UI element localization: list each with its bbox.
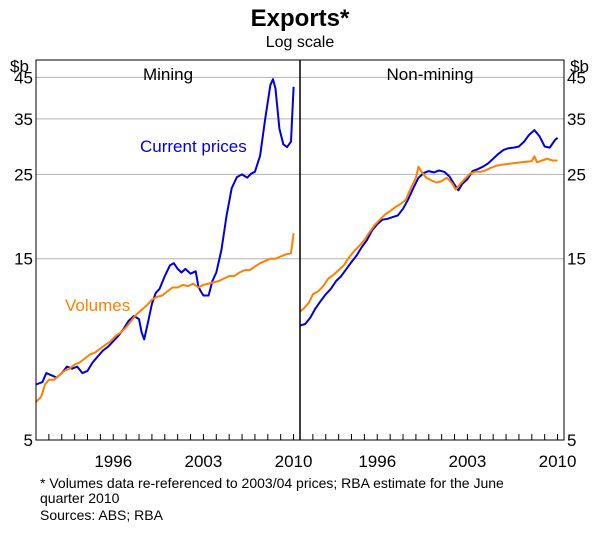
y-tick-label-right-45: 45 [567, 68, 586, 87]
y-tick-label-right-25: 25 [567, 165, 586, 184]
y-unit-left: $b [10, 57, 29, 76]
footnote-line-2: quarter 2010 [40, 490, 120, 506]
series-layer [35, 78, 559, 403]
x-tick-label-2003: 2003 [449, 452, 487, 471]
y-tick-label-left-45: 45 [14, 68, 33, 87]
footnote-line-1: * Volumes data re-referenced to 2003/04 … [40, 475, 504, 491]
x-tick-label-2010: 2010 [539, 452, 577, 471]
panel-title-non-mining: Non-mining [387, 65, 474, 84]
label-volumes: Volumes [65, 296, 130, 315]
axis-ticks: 5 5 15 15 25 25 35 35 45 45 1996 2003 2010 1996 2003 20… [14, 68, 586, 471]
x-tick-label-1996: 1996 [94, 452, 132, 471]
chart-subtitle: Log scale [266, 34, 335, 51]
x-tick-label-2003: 2003 [185, 452, 223, 471]
series-mining-current-prices [35, 78, 295, 386]
y-unit-right: $b [570, 57, 589, 76]
y-tick-label-left-35: 35 [14, 110, 33, 129]
y-tick-label-right-35: 35 [567, 110, 586, 129]
footnote-sources: Sources: ABS; RBA [40, 507, 164, 523]
y-tick-label-right-5: 5 [567, 431, 576, 450]
series-mining-volumes [35, 233, 295, 403]
x-tick-label-2010: 2010 [275, 452, 313, 471]
label-current-prices: Current prices [140, 137, 247, 156]
series-non-mining-current-prices [299, 129, 559, 327]
y-tick-label-left-5: 5 [24, 431, 33, 450]
x-tick-label-1996: 1996 [358, 452, 396, 471]
series-non-mining-volumes [299, 155, 558, 313]
y-tick-label-left-15: 15 [14, 250, 33, 269]
panel-title-mining: Mining [143, 65, 193, 84]
y-tick-label-right-15: 15 [567, 250, 586, 269]
y-tick-label-left-25: 25 [14, 165, 33, 184]
chart-title: Exports* [251, 5, 350, 32]
